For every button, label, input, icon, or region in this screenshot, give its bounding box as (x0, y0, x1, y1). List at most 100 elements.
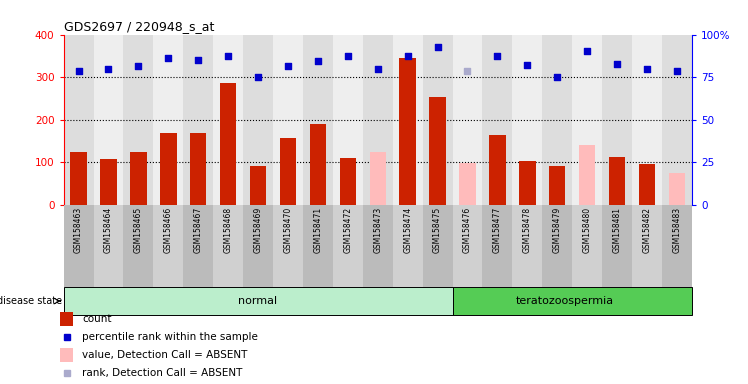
Bar (183, 205, 213, 287)
Bar (94, 35, 123, 205)
Bar (662, 205, 692, 287)
Bar (64, 287, 453, 315)
Bar (64, 205, 94, 287)
Bar (243, 35, 273, 205)
Text: GSM158465: GSM158465 (134, 207, 143, 253)
Point (521, 62, 533, 68)
Bar (453, 35, 482, 205)
Bar (70, 152, 87, 205)
Text: value, Detection Call = ABSENT: value, Detection Call = ABSENT (82, 350, 248, 360)
Text: GSM158468: GSM158468 (224, 207, 233, 253)
Text: GSM158483: GSM158483 (672, 207, 681, 253)
Bar (153, 35, 183, 205)
Bar (639, 164, 655, 205)
Bar (213, 35, 243, 205)
Bar (393, 35, 423, 205)
Bar (662, 35, 692, 205)
Text: GSM158479: GSM158479 (553, 207, 562, 253)
Text: GSM158474: GSM158474 (403, 207, 412, 253)
Bar (370, 152, 386, 205)
Bar (429, 97, 446, 205)
Bar (190, 133, 206, 205)
Bar (130, 152, 147, 205)
Text: GSM158469: GSM158469 (254, 207, 263, 253)
Text: rank, Detection Call = ABSENT: rank, Detection Call = ABSENT (82, 368, 242, 378)
Bar (602, 35, 632, 205)
Bar (273, 205, 303, 287)
Bar (123, 205, 153, 287)
Bar (609, 157, 625, 205)
Bar (220, 83, 236, 205)
Bar (399, 58, 416, 205)
Bar (273, 35, 303, 205)
Point (73, 68, 85, 74)
Bar (572, 35, 602, 205)
Bar (183, 35, 213, 205)
Bar (482, 35, 512, 205)
Text: GSM158482: GSM158482 (643, 207, 652, 253)
Bar (512, 205, 542, 287)
Text: disease state: disease state (0, 296, 62, 306)
Text: GSM158476: GSM158476 (463, 207, 472, 253)
Bar (512, 35, 542, 205)
Point (462, 68, 473, 74)
Bar (213, 205, 243, 287)
Bar (153, 205, 183, 287)
Bar (250, 166, 266, 205)
Point (252, 74, 264, 80)
Bar (393, 205, 423, 287)
Bar (303, 205, 333, 287)
Text: teratozoospermia: teratozoospermia (515, 296, 614, 306)
Text: GSM158477: GSM158477 (493, 207, 502, 253)
Bar (333, 205, 363, 287)
Point (102, 66, 114, 72)
Bar (632, 205, 662, 287)
Bar (489, 135, 506, 205)
Bar (160, 133, 177, 205)
Text: normal: normal (239, 296, 278, 306)
Bar (363, 205, 393, 287)
Point (222, 53, 234, 59)
Point (611, 61, 623, 68)
Point (312, 58, 324, 65)
Point (402, 53, 414, 59)
Bar (453, 287, 692, 315)
Point (162, 55, 174, 61)
Bar (602, 205, 632, 287)
Text: GSM158471: GSM158471 (313, 207, 322, 253)
Bar (363, 35, 393, 205)
Text: GSM158466: GSM158466 (164, 207, 173, 253)
Point (491, 53, 503, 59)
Bar (542, 205, 572, 287)
Bar (519, 161, 536, 205)
Bar (340, 158, 356, 205)
Point (671, 68, 683, 74)
Bar (94, 205, 123, 287)
Bar (423, 205, 453, 287)
Bar (482, 205, 512, 287)
Text: GSM158464: GSM158464 (104, 207, 113, 253)
Text: GSM158475: GSM158475 (433, 207, 442, 253)
Point (432, 44, 444, 50)
Bar (64, 35, 94, 205)
Bar (423, 35, 453, 205)
Text: GSM158473: GSM158473 (373, 207, 382, 253)
Bar (542, 35, 572, 205)
Point (641, 66, 653, 72)
Bar (632, 35, 662, 205)
Text: GSM158480: GSM158480 (583, 207, 592, 253)
Bar (123, 35, 153, 205)
Bar (100, 159, 117, 205)
Bar (310, 124, 326, 205)
Text: percentile rank within the sample: percentile rank within the sample (82, 332, 258, 342)
Point (192, 57, 204, 63)
Bar (669, 173, 685, 205)
Text: GSM158478: GSM158478 (523, 207, 532, 253)
Text: GSM158467: GSM158467 (194, 207, 203, 253)
Text: GSM158472: GSM158472 (343, 207, 352, 253)
Point (581, 48, 593, 54)
Bar (243, 205, 273, 287)
Text: GSM158481: GSM158481 (613, 207, 622, 253)
Bar (579, 145, 595, 205)
Point (342, 53, 354, 59)
